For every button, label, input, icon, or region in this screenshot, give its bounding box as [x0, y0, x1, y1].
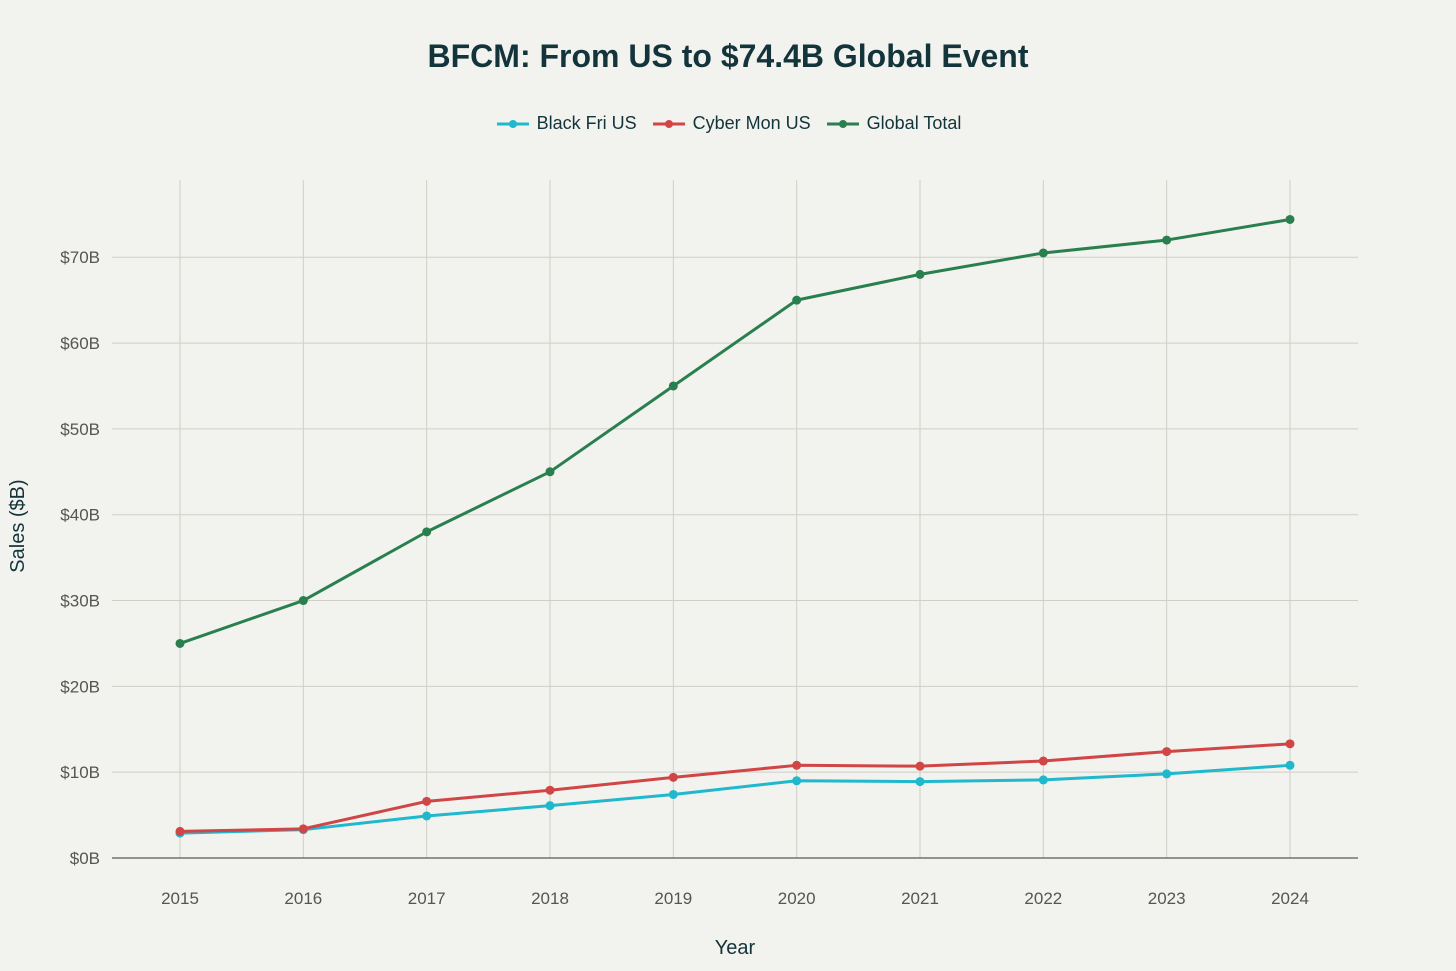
x-tick-label: 2015 — [161, 889, 199, 908]
legend-label: Global Total — [866, 113, 962, 133]
data-point — [1038, 756, 1048, 766]
x-tick-label: 2024 — [1271, 889, 1309, 908]
data-point — [1162, 235, 1172, 245]
legend-label: Cyber Mon US — [692, 113, 811, 133]
data-point — [668, 772, 678, 782]
series-line — [179, 742, 1291, 833]
data-point — [175, 826, 185, 836]
chart-title: BFCM: From US to $74.4B Global Event — [427, 38, 1029, 74]
data-point — [792, 295, 802, 305]
data-point — [1285, 739, 1295, 749]
x-tick-label: 2022 — [1024, 889, 1062, 908]
legend-item-global-total[interactable]: Global Total — [825, 113, 962, 134]
y-tick-label: $60B — [60, 334, 100, 353]
data-point — [298, 824, 308, 834]
x-tick-label: 2017 — [408, 889, 446, 908]
data-point — [1038, 775, 1048, 785]
y-tick-label: $30B — [60, 592, 100, 611]
y-tick-label: $10B — [60, 763, 100, 782]
data-point — [915, 777, 925, 787]
series-line — [179, 217, 1291, 645]
legend-label: Black Fri US — [536, 113, 637, 133]
data-point — [1038, 248, 1048, 258]
data-point — [1285, 214, 1295, 224]
x-tick-label: 2016 — [284, 889, 322, 908]
data-point — [915, 761, 925, 771]
legend-item-cyber-mon-us[interactable]: Cyber Mon US — [651, 113, 811, 134]
data-point — [422, 796, 432, 806]
data-point — [422, 811, 432, 821]
y-tick-label: $40B — [60, 506, 100, 525]
data-point — [915, 269, 925, 279]
data-point — [298, 596, 308, 606]
legend: Black Fri US Cyber Mon US Global Total — [0, 113, 1456, 134]
data-point — [1162, 769, 1172, 779]
data-point — [545, 801, 555, 811]
legend-marker-icon — [652, 119, 685, 128]
data-point — [545, 785, 555, 795]
y-tick-label: $70B — [60, 248, 100, 267]
data-point — [792, 760, 802, 770]
legend-marker-icon — [826, 119, 859, 128]
x-tick-label: 2020 — [778, 889, 816, 908]
x-tick-label: 2018 — [531, 889, 569, 908]
data-point — [1285, 760, 1295, 770]
data-point — [1162, 747, 1172, 757]
data-point — [545, 467, 555, 477]
data-point — [422, 527, 432, 537]
x-tick-label: 2021 — [901, 889, 939, 908]
x-tick-label: 2019 — [654, 889, 692, 908]
data-point — [175, 638, 185, 648]
y-tick-label: $50B — [60, 420, 100, 439]
x-tick-label: 2023 — [1148, 889, 1186, 908]
data-point — [668, 789, 678, 799]
y-tick-label: $0B — [70, 849, 100, 868]
data-point — [668, 381, 678, 391]
series-line — [179, 763, 1291, 835]
y-tick-label: $20B — [60, 677, 100, 696]
x-axis-label: Year — [715, 937, 756, 959]
data-point — [792, 776, 802, 786]
y-axis-label: Sales ($B) — [7, 479, 29, 572]
legend-marker-icon — [496, 119, 529, 128]
legend-item-black-fri-us[interactable]: Black Fri US — [495, 113, 637, 134]
